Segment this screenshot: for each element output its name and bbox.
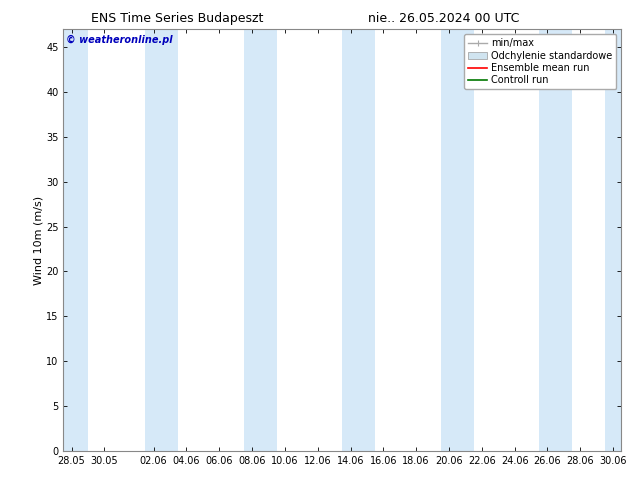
Text: © weatheronline.pl: © weatheronline.pl [66,34,173,45]
Bar [145,29,178,451]
Bar [441,29,474,451]
Bar [605,29,621,451]
Bar [540,29,572,451]
Y-axis label: Wind 10m (m/s): Wind 10m (m/s) [33,196,43,285]
Legend: min/max, Odchylenie standardowe, Ensemble mean run, Controll run: min/max, Odchylenie standardowe, Ensembl… [464,34,616,89]
Bar [63,29,88,451]
Text: ENS Time Series Budapeszt: ENS Time Series Budapeszt [91,12,264,25]
Bar [244,29,276,451]
Text: nie.. 26.05.2024 00 UTC: nie.. 26.05.2024 00 UTC [368,12,519,25]
Bar [342,29,375,451]
